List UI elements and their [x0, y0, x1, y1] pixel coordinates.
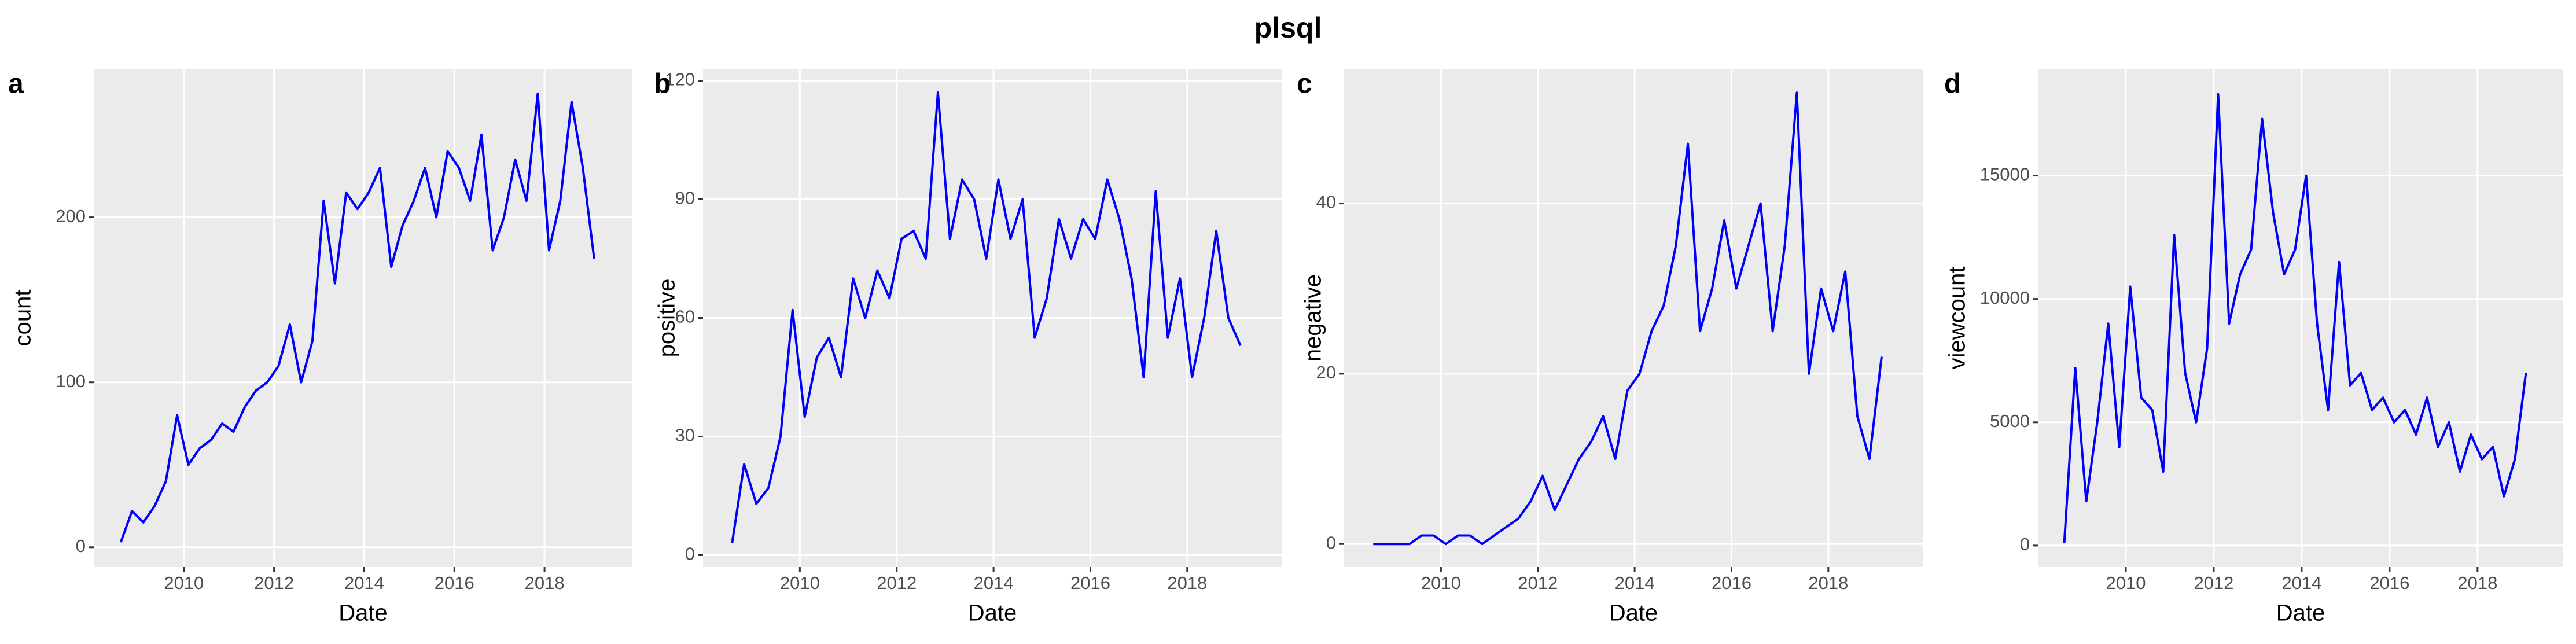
- x-axis-label: Date: [2276, 601, 2325, 626]
- x-tick-label: 2018: [1808, 573, 1848, 593]
- x-tick-label: 2018: [525, 573, 565, 593]
- data-line: [731, 91, 1242, 544]
- y-tick-label: 120: [665, 69, 695, 90]
- y-tick-label: 30: [675, 425, 695, 446]
- x-tick-label: 2012: [254, 573, 294, 593]
- y-tick-label: 0: [685, 544, 695, 564]
- x-axis-label: Date: [338, 601, 388, 626]
- panel-label: b: [654, 69, 671, 100]
- y-tick-label: 90: [675, 188, 695, 208]
- panel: 0 30 60 90 120 2010 2012 2014 2016 2018 Date positi…: [654, 69, 1282, 626]
- x-tick-label: 2010: [164, 573, 204, 593]
- x-tick-label: 2018: [1167, 573, 1207, 593]
- panel-label: c: [1297, 69, 1312, 100]
- x-tick-label: 2010: [2106, 573, 2146, 593]
- x-tick-label: 2012: [2194, 573, 2233, 593]
- data-line: [1373, 91, 1883, 546]
- x-tick-label: 2014: [2281, 573, 2321, 593]
- x-tick-label: 2014: [974, 573, 1014, 593]
- x-tick-label: 2018: [2457, 573, 2497, 593]
- data-line: [119, 92, 595, 543]
- y-tick-label: 200: [56, 206, 86, 226]
- y-tick-label: 60: [675, 307, 695, 327]
- x-tick-label: 2014: [344, 573, 384, 593]
- y-tick-label: 15000: [1980, 164, 2030, 185]
- x-tick-label: 2016: [1712, 573, 1751, 593]
- x-tick-label: 2012: [877, 573, 917, 593]
- y-tick-label: 0: [2020, 534, 2030, 554]
- x-tick-label: 2014: [1615, 573, 1655, 593]
- panel-label: d: [1944, 69, 1961, 100]
- y-tick-label: 0: [1326, 532, 1336, 553]
- panel: 0 5000 10000 15000 2010 2012 2014 2016 2018 Date v…: [1944, 69, 2563, 626]
- x-axis-label: Date: [1609, 601, 1658, 626]
- y-axis-label: viewcount: [1945, 267, 1970, 370]
- x-tick-label: 2016: [1070, 573, 1110, 593]
- y-tick-label: 0: [76, 536, 86, 556]
- x-tick-label: 2016: [2369, 573, 2409, 593]
- panel-label: a: [8, 69, 24, 100]
- panel: 0 100 200 2010 2012 2014 2016 2018 Date count a: [8, 69, 632, 626]
- x-tick-label: 2010: [780, 573, 820, 593]
- y-tick-label: 5000: [1990, 411, 2030, 431]
- plot-background: [2038, 69, 2563, 567]
- y-axis-label: negative: [1301, 274, 1326, 362]
- y-tick-label: 20: [1316, 362, 1336, 382]
- x-tick-label: 2010: [1421, 573, 1461, 593]
- figure-title: plsql: [1254, 12, 1322, 44]
- x-axis-label: Date: [968, 601, 1017, 626]
- y-tick-label: 10000: [1980, 288, 2030, 308]
- y-tick-label: 40: [1316, 192, 1336, 212]
- x-tick-label: 2012: [1518, 573, 1558, 593]
- data-line: [2063, 93, 2527, 543]
- x-tick-label: 2016: [435, 573, 474, 593]
- y-tick-label: 100: [56, 371, 86, 391]
- panel: 0 20 40 2010 2012 2014 2016 2018 Date negative c: [1297, 69, 1923, 626]
- y-axis-label: count: [10, 290, 36, 347]
- y-axis-label: positive: [654, 279, 680, 358]
- plot-background: [94, 69, 632, 567]
